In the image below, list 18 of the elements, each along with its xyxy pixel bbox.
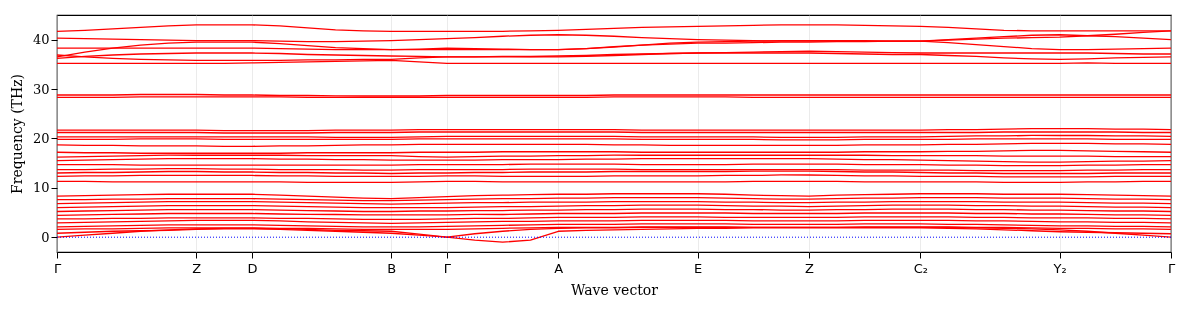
y-tick-label: 30 <box>32 81 50 97</box>
x-tick-label: Z <box>805 260 814 276</box>
y-tick-label: 10 <box>32 180 50 196</box>
x-tick-label: C₂ <box>913 260 928 276</box>
x-tick-label: Y₂ <box>1052 260 1067 276</box>
x-tick-label: Γ <box>53 260 62 276</box>
x-tick-label: D <box>247 260 258 276</box>
x-axis-title: Wave vector <box>571 281 659 298</box>
x-tick-label: B <box>387 260 397 276</box>
x-tick-label: Γ <box>1167 260 1176 276</box>
y-tick-label: 0 <box>41 229 50 245</box>
x-tick-label: A <box>554 260 564 276</box>
x-tick-label: Γ <box>443 260 452 276</box>
y-tick-label: 20 <box>32 130 50 146</box>
y-axis-title: Frequency (THz) <box>8 73 25 195</box>
x-tick-label: E <box>693 260 703 276</box>
y-tick-label: 40 <box>32 32 50 48</box>
x-tick-label: Z <box>192 260 202 276</box>
